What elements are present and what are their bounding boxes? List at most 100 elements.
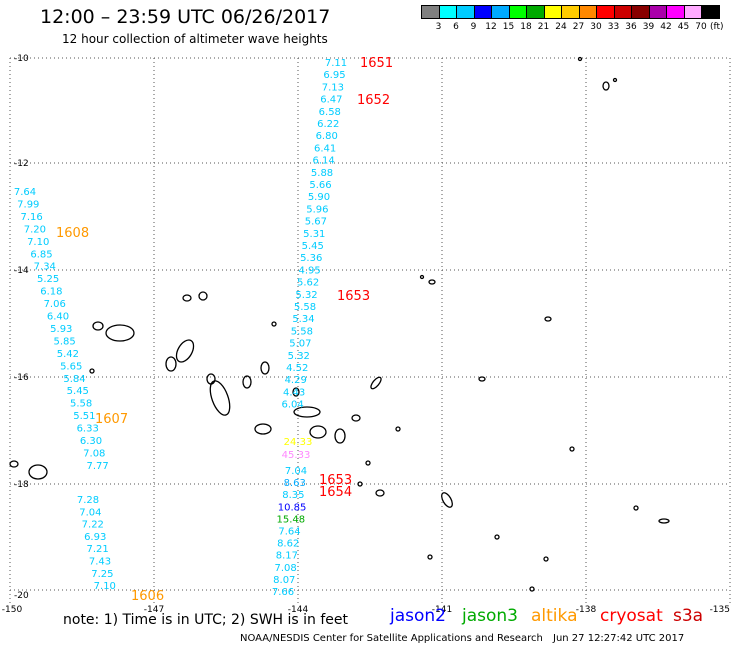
lat-label: -18: [14, 480, 29, 490]
swh-value: 5.32: [295, 290, 317, 301]
swh-value: 6.40: [47, 312, 69, 323]
color-scale-label: 24: [555, 22, 567, 32]
lat-label: -14: [14, 266, 29, 276]
color-scale-label: 30: [590, 22, 602, 32]
swh-value: 8.63: [284, 478, 306, 489]
swh-value: 7.64: [278, 527, 300, 538]
swh-value: 10.85: [278, 502, 307, 513]
swh-value: 8.07: [273, 575, 295, 586]
swh-value: 7.10: [27, 237, 49, 248]
footer-note: note: 1) Time is in UTC; 2) SWH is in fe…: [63, 612, 349, 628]
color-scale-label: 12: [485, 22, 497, 32]
swh-value: 7.04: [79, 507, 101, 518]
altimeter-tracks: 7.116.957.13 6.476.586.226.806.41 6.145.88…: [14, 58, 347, 598]
lon-label: -147: [144, 605, 164, 615]
swh-value: 7.08: [83, 448, 105, 459]
swh-value: 8.17: [276, 551, 298, 562]
lat-lon-grid: [9, 57, 731, 604]
lat-label: -12: [14, 159, 29, 169]
color-scale-label: 27: [572, 22, 585, 32]
swh-value: 5.25: [37, 274, 59, 285]
swh-value: 4.95: [299, 265, 321, 276]
color-scale-label: 36: [625, 22, 637, 32]
swh-value: 7.21: [86, 544, 108, 555]
satellite-legend-cryosat: cryosat: [600, 606, 663, 626]
pass-number-label: 1653: [337, 289, 370, 304]
color-scale-label: 33: [607, 22, 620, 32]
swh-value: 6.47: [320, 95, 342, 106]
swh-value: 5.32: [288, 351, 310, 362]
pass-number-label: 1651: [360, 56, 393, 71]
swh-value: 7.43: [89, 557, 111, 568]
color-scale-unit: (ft): [710, 22, 724, 32]
color-scale-label: 9: [470, 22, 477, 32]
chart-title: 12:00 – 23:59 UTC 06/26/2017: [40, 6, 331, 28]
swh-value: 6.18: [40, 287, 62, 298]
swh-value: 6.93: [84, 532, 106, 543]
pass-number-label: 1607: [95, 412, 128, 427]
swh-value: 5.07: [289, 339, 311, 350]
swh-value: 5.67: [305, 217, 327, 228]
generated-timestamp: Jun 27 12:27:42 UTC 2017: [553, 633, 685, 644]
swh-value: 7.34: [34, 262, 56, 273]
color-swatch: [701, 5, 720, 19]
swh-value: 5.45: [67, 386, 89, 397]
swh-value: 6.58: [319, 107, 341, 118]
pass-number-label: 1654: [319, 485, 352, 500]
swh-value: 5.84: [63, 374, 85, 385]
swh-value: 5.42: [57, 349, 79, 360]
swh-value: 7.04: [285, 466, 307, 477]
satellite-legend-s3a: s3a: [673, 606, 704, 626]
swh-value: 6.22: [317, 119, 339, 130]
swh-value: 24.33: [284, 437, 313, 448]
lat-label: -10: [14, 54, 29, 64]
pass-number-label: 1652: [357, 93, 390, 108]
swh-value: 8.62: [277, 539, 299, 550]
lat-label: -20: [14, 591, 29, 601]
swh-value: 5.58: [70, 399, 92, 410]
color-scale-label: 3: [435, 22, 442, 32]
swh-value: 5.51: [73, 411, 95, 422]
color-scale-label: 39: [642, 22, 655, 32]
swh-value: 6.33: [77, 424, 99, 435]
credit-text: NOAA/NESDIS Center for Satellite Applica…: [240, 633, 543, 644]
swh-value: 7.25: [91, 569, 113, 580]
swh-value: 15.48: [276, 514, 305, 525]
color-scale-label: 45: [677, 22, 690, 32]
swh-value: 4.43: [283, 387, 305, 398]
swh-value: 7.64: [14, 187, 36, 198]
swh-value: 5.85: [53, 336, 75, 347]
island-outlines: [9, 56, 670, 592]
swh-value: 6.14: [312, 156, 334, 167]
swh-value: 5.90: [308, 192, 330, 203]
swh-value: 5.88: [311, 168, 333, 179]
swh-value: 6.04: [281, 400, 303, 411]
axis-labels: -10 -12 -14 -16 -18 -20 -150 -147 -144 -141 -138 -1…: [2, 54, 730, 615]
swh-value: 6.80: [316, 131, 338, 142]
swh-value: 7.08: [274, 563, 296, 574]
lon-label: -138: [576, 605, 597, 615]
lon-label: -144: [288, 605, 309, 615]
swh-value: 5.66: [309, 180, 331, 191]
swh-value: 6.95: [323, 70, 345, 81]
color-scale-label: 6: [453, 22, 459, 32]
swh-value: 5.34: [292, 314, 314, 325]
swh-value: 7.20: [24, 224, 46, 235]
swh-value: 5.65: [60, 361, 82, 372]
chart-subtitle: 12 hour collection of altimeter wave hei…: [62, 32, 328, 46]
swh-value: 6.85: [30, 249, 52, 260]
swh-value: 5.31: [303, 229, 325, 240]
swh-value: 5.93: [50, 324, 72, 335]
color-scale-label: 15: [502, 22, 515, 32]
swh-value: 5.58: [294, 302, 316, 313]
swh-value: 45.33: [282, 450, 311, 461]
swh-value: 7.22: [82, 520, 104, 531]
satellite-legend-jason2: jason2: [390, 606, 446, 626]
swh-value: 7.06: [44, 299, 66, 310]
swh-value: 8.35: [282, 490, 304, 501]
swh-value: 5.96: [306, 204, 328, 215]
pass-number-label: 1608: [56, 226, 89, 241]
swh-value: 6.30: [80, 436, 102, 447]
